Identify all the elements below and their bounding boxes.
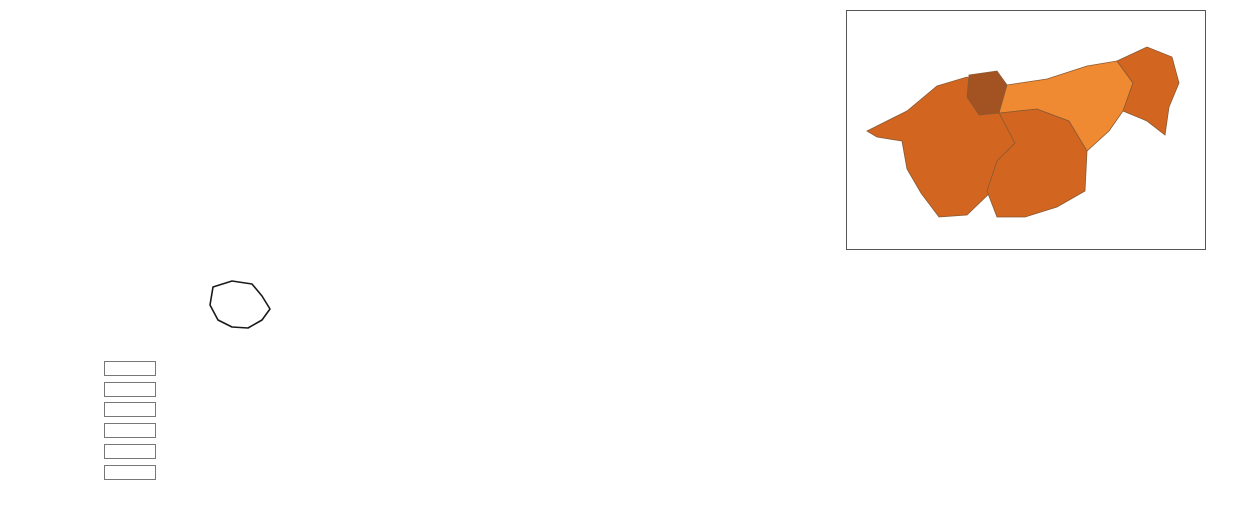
legend-swatch <box>104 402 156 418</box>
legend-row <box>104 400 364 421</box>
legend-row <box>104 420 364 441</box>
la-habana-inset <box>846 10 1206 250</box>
la-habana-inset-map <box>866 46 1180 218</box>
legend-swatch <box>104 381 156 397</box>
isla-de-la-juventud <box>209 280 271 329</box>
legend-row <box>104 441 364 462</box>
legend-swatch <box>104 360 156 376</box>
habana-region-far-east <box>1116 46 1180 136</box>
legend-row <box>104 462 364 483</box>
map-legend <box>104 354 364 483</box>
legend-swatch <box>104 444 156 460</box>
habana-region-east <box>998 60 1134 152</box>
legend-row <box>104 379 364 400</box>
legend-swatch <box>104 464 156 480</box>
legend-swatch <box>104 423 156 439</box>
legend-row <box>104 358 364 379</box>
